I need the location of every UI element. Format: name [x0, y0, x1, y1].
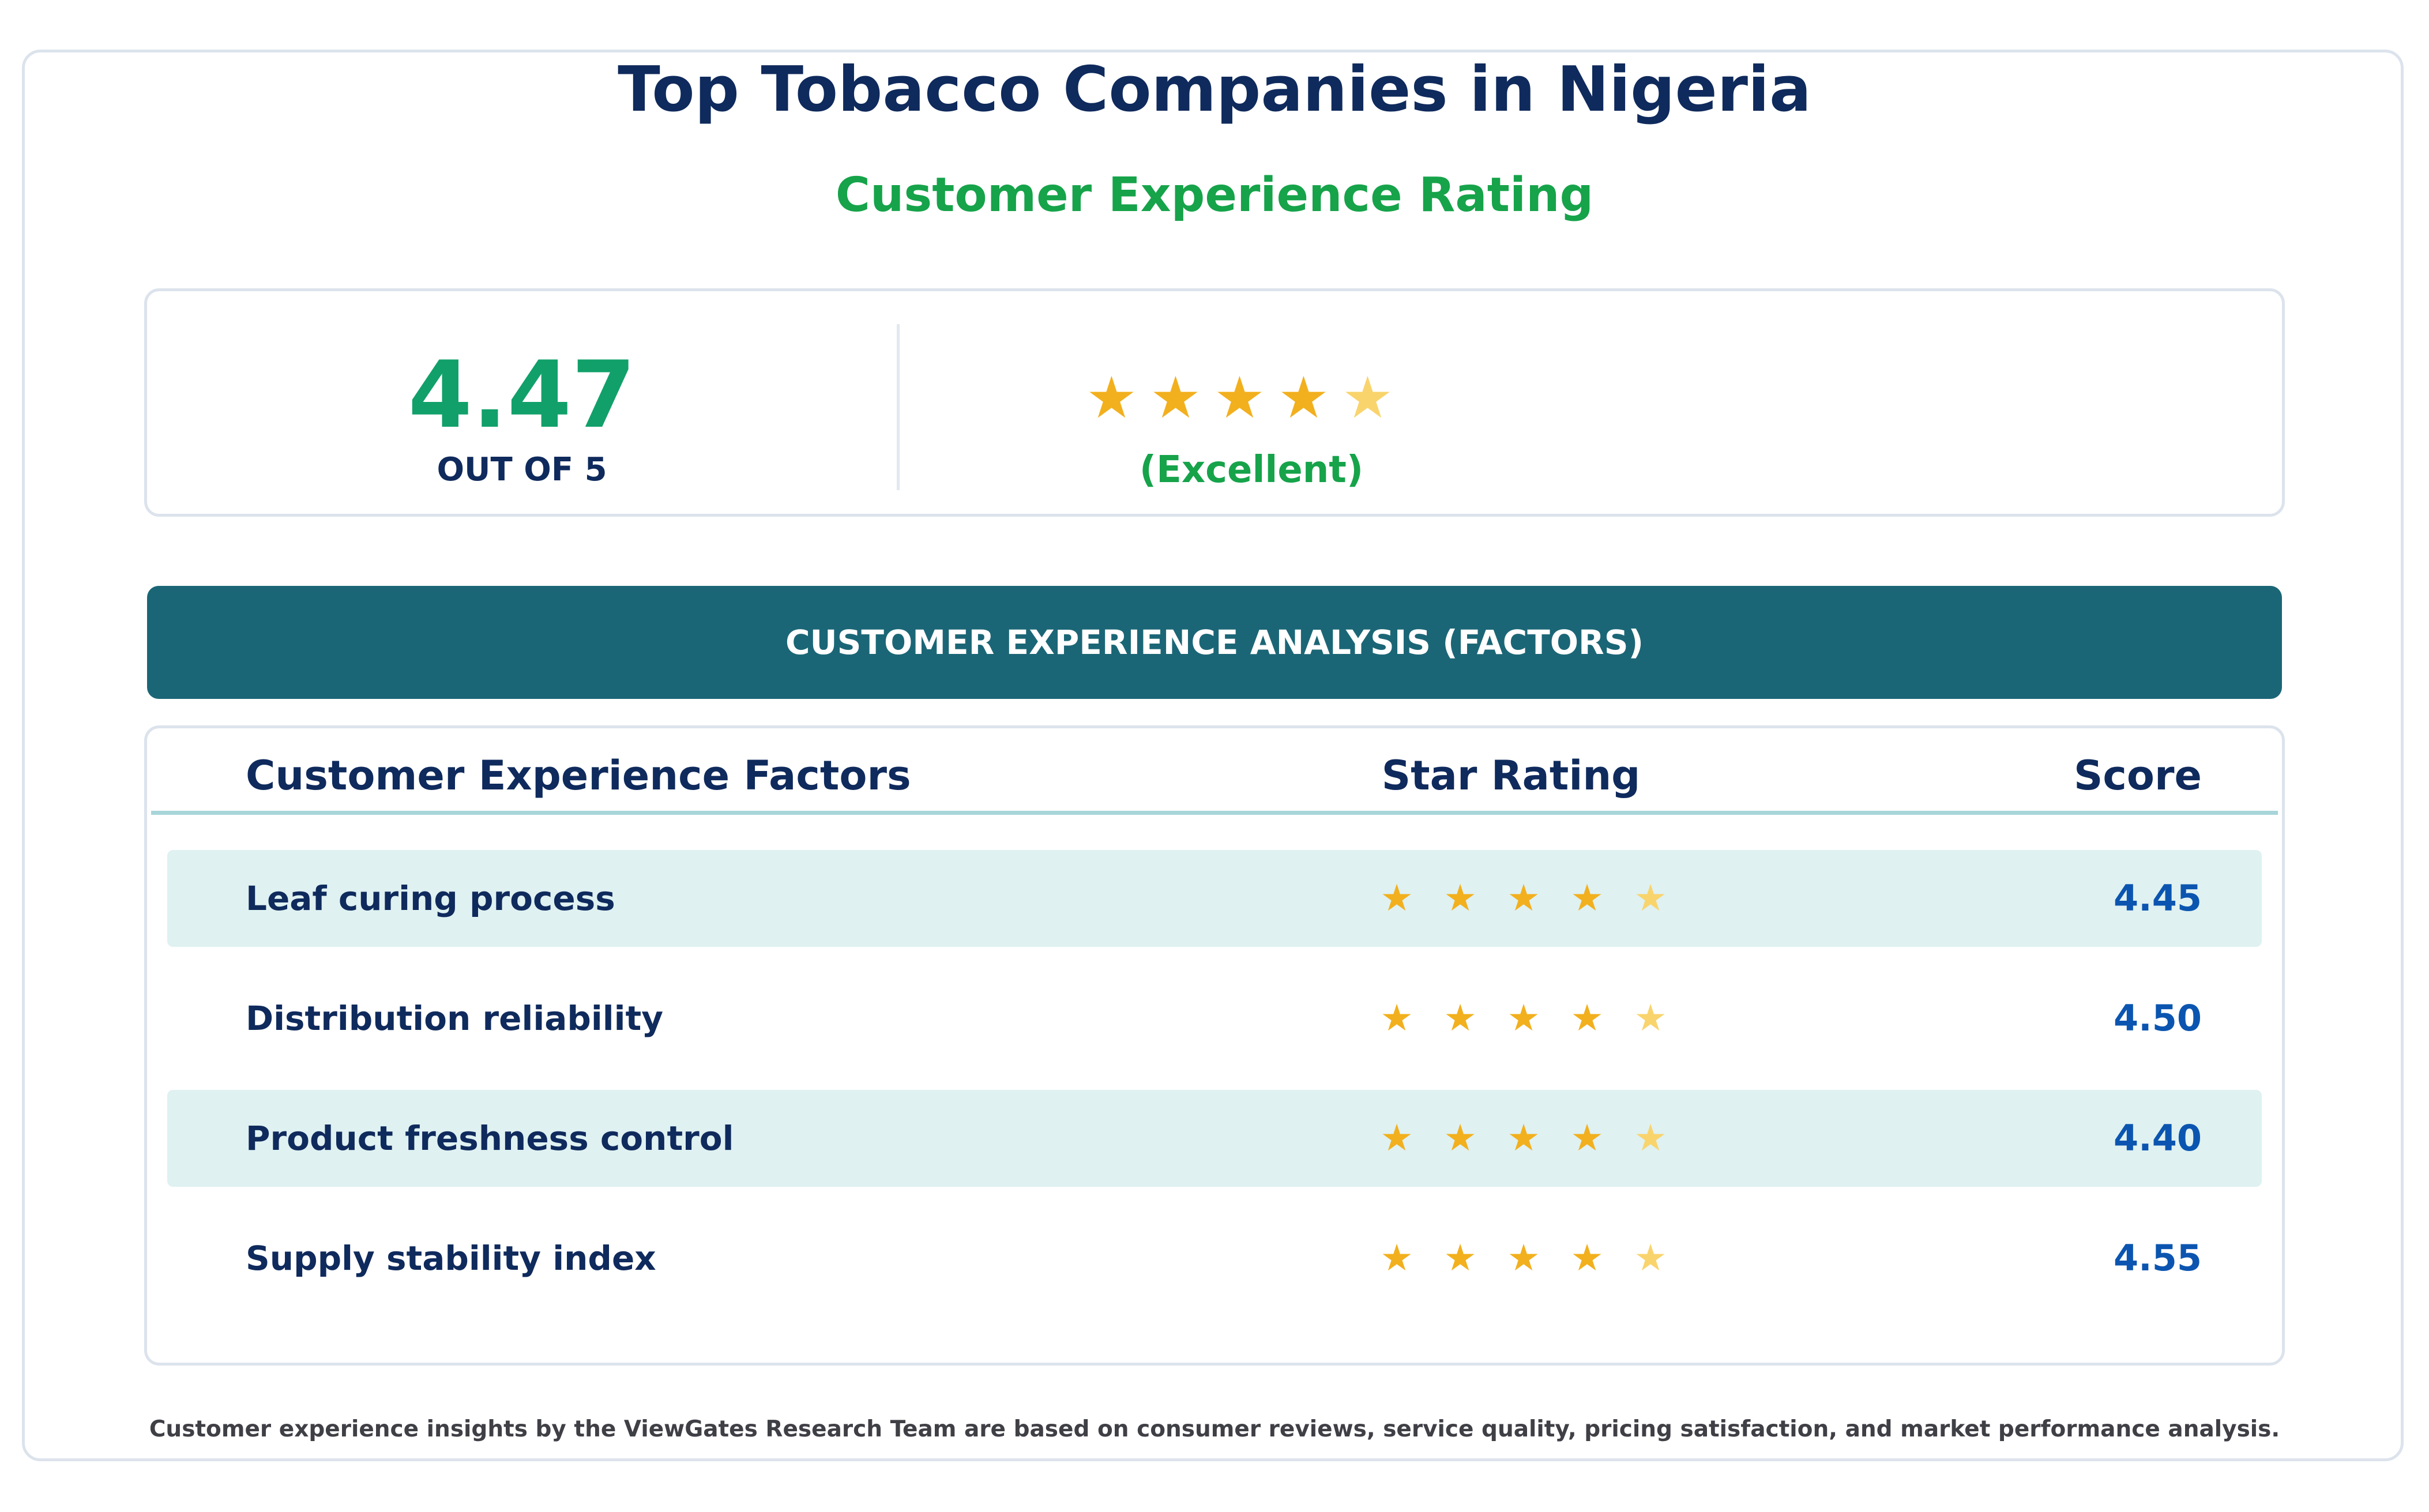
- rating-label: (Excellent): [1139, 449, 1364, 491]
- analysis-banner: CUSTOMER EXPERIENCE ANALYSIS (FACTORS): [147, 586, 2282, 699]
- star-icon: ★: [1443, 1237, 1477, 1280]
- star-icon: ★: [1634, 1117, 1667, 1160]
- page-subtitle: Customer Experience Rating: [835, 168, 1594, 223]
- report-card: [22, 50, 2404, 1461]
- row-star-rating: ★ ★ ★ ★ ★: [1378, 850, 1669, 947]
- banner-label: CUSTOMER EXPERIENCE ANALYSIS (FACTORS): [785, 623, 1644, 662]
- table-row: Supply stability index ★ ★ ★ ★ ★ 4.55: [167, 1210, 2262, 1307]
- overall-star-rating: ★ ★ ★ ★ ★: [1084, 363, 1395, 432]
- summary-panel: [144, 288, 2285, 517]
- star-icon: ★: [1507, 1117, 1540, 1160]
- star-icon: ★: [1277, 364, 1330, 431]
- star-icon: ★: [1085, 364, 1138, 431]
- overall-score: 4.47: [408, 341, 636, 449]
- star-icon: ★: [1149, 364, 1202, 431]
- column-header-factors: Customer Experience Factors: [246, 752, 911, 799]
- star-icon: ★: [1634, 997, 1667, 1040]
- summary-divider: [897, 324, 900, 490]
- factor-label: Product freshness control: [246, 1119, 734, 1158]
- star-icon: ★: [1507, 997, 1540, 1040]
- star-icon: ★: [1213, 364, 1266, 431]
- star-icon: ★: [1570, 1117, 1604, 1160]
- star-icon: ★: [1341, 364, 1394, 431]
- star-icon: ★: [1507, 1237, 1540, 1280]
- table-row: Product freshness control ★ ★ ★ ★ ★ 4.40: [167, 1090, 2262, 1187]
- star-icon: ★: [1570, 997, 1604, 1040]
- star-icon: ★: [1380, 1237, 1413, 1280]
- page-title: Top Tobacco Companies in Nigeria: [618, 54, 1811, 126]
- star-icon: ★: [1443, 1117, 1477, 1160]
- header-divider: [151, 811, 2278, 815]
- factor-label: Distribution reliability: [246, 999, 664, 1038]
- table-row: Leaf curing process ★ ★ ★ ★ ★ 4.45: [167, 850, 2262, 947]
- star-icon: ★: [1570, 1237, 1604, 1280]
- star-icon: ★: [1570, 877, 1604, 920]
- row-star-rating: ★ ★ ★ ★ ★: [1378, 1090, 1669, 1187]
- footer-note: Customer experience insights by the View…: [149, 1416, 2280, 1442]
- star-icon: ★: [1507, 877, 1540, 920]
- factor-label: Leaf curing process: [246, 879, 615, 918]
- out-of-label: OUT OF 5: [437, 451, 607, 488]
- column-header-score: Score: [2074, 752, 2202, 799]
- factors-table: [144, 725, 2285, 1366]
- row-star-rating: ★ ★ ★ ★ ★: [1378, 970, 1669, 1067]
- row-star-rating: ★ ★ ★ ★ ★: [1378, 1210, 1669, 1307]
- star-icon: ★: [1443, 997, 1477, 1040]
- star-icon: ★: [1634, 1237, 1667, 1280]
- factor-label: Supply stability index: [246, 1239, 656, 1278]
- column-header-star-rating: Star Rating: [1381, 752, 1641, 799]
- factor-score: 4.40: [2114, 1117, 2202, 1159]
- star-icon: ★: [1443, 877, 1477, 920]
- star-icon: ★: [1380, 1117, 1413, 1160]
- factor-score: 4.45: [2114, 877, 2202, 919]
- factor-score: 4.55: [2114, 1237, 2202, 1279]
- star-icon: ★: [1634, 877, 1667, 920]
- factor-score: 4.50: [2114, 997, 2202, 1039]
- table-row: Distribution reliability ★ ★ ★ ★ ★ 4.50: [167, 970, 2262, 1067]
- star-icon: ★: [1380, 877, 1413, 920]
- star-icon: ★: [1380, 997, 1413, 1040]
